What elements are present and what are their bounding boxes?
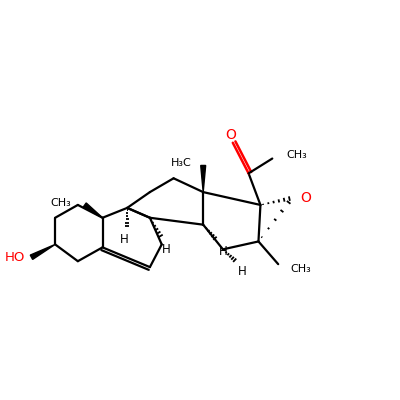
Text: CH₃: CH₃ [290, 264, 311, 274]
Text: H₃C: H₃C [170, 158, 191, 168]
Text: H: H [218, 245, 227, 258]
Text: CH₃: CH₃ [286, 150, 307, 160]
Polygon shape [201, 166, 206, 192]
Text: HO: HO [5, 251, 26, 264]
Text: H: H [162, 243, 171, 256]
Text: O: O [225, 128, 236, 142]
Polygon shape [83, 203, 102, 218]
Polygon shape [30, 244, 55, 260]
Text: H: H [120, 233, 129, 246]
Text: H: H [238, 264, 247, 278]
Text: CH₃: CH₃ [50, 198, 71, 208]
Text: O: O [300, 191, 311, 205]
